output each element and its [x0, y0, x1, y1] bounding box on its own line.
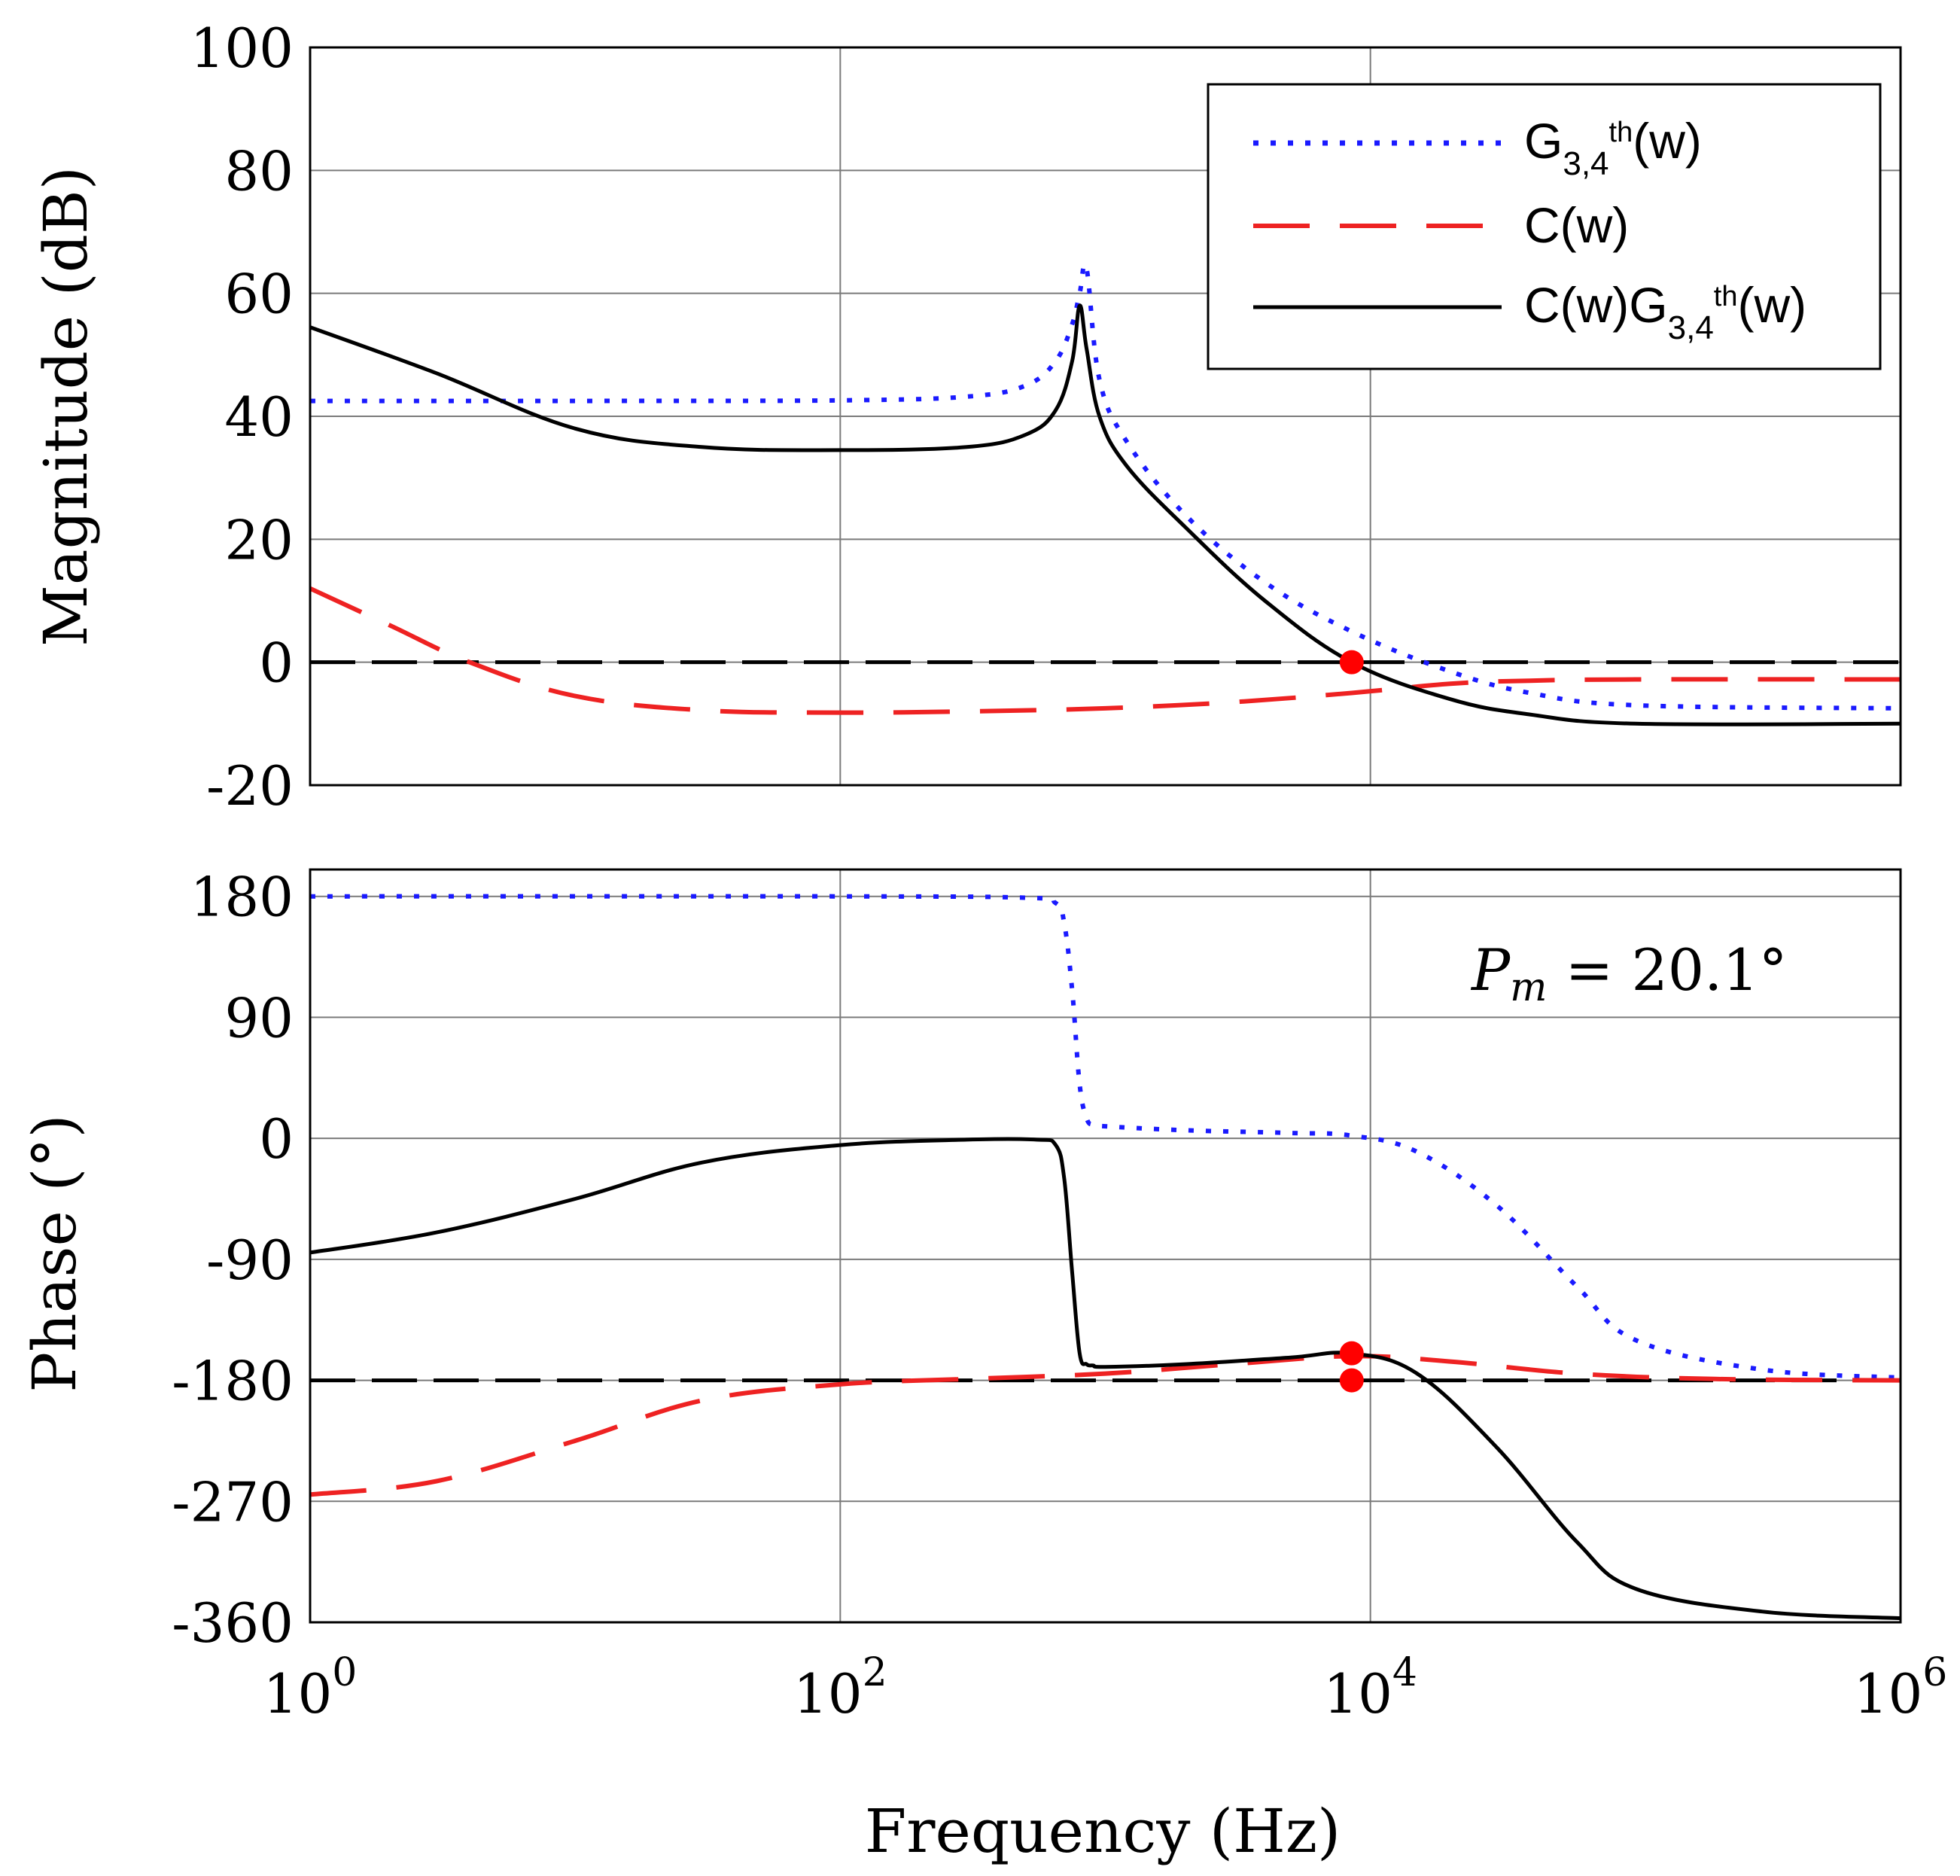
xtick-label-exp-0: 0 [332, 1650, 357, 1695]
xtick-label-1: 102 [793, 1650, 887, 1725]
legend-label-g34: G3,4th(w) [1524, 113, 1702, 182]
xtick-label-0: 100 [263, 1650, 358, 1725]
legend-label-g34-base: G [1524, 113, 1563, 169]
mag-series-c [309, 586, 1901, 715]
legend-label-g34-sup: th [1609, 117, 1633, 148]
xtick-label-exp-2: 4 [1392, 1650, 1417, 1695]
ph-marker-1 [1339, 1368, 1364, 1393]
xtick-label-base-0: 10 [263, 1662, 333, 1725]
mag-ytick-label-6: -20 [206, 754, 294, 818]
mag-ytick-label-2: 60 [224, 263, 294, 326]
mag-marker-0 [1339, 650, 1364, 675]
legend-label-cg-sub: 3,4 [1668, 309, 1714, 346]
mag-ytick-label-4: 20 [224, 508, 294, 571]
ph-ytick-label-1: 90 [224, 986, 294, 1049]
legend-label-cg-suffix: (w) [1738, 277, 1807, 333]
ph-ytick-label-0: 180 [190, 866, 294, 929]
mag-ytick-label-3: 40 [224, 385, 294, 449]
legend-label-c: C(w) [1524, 197, 1629, 253]
legend-label-cg-prefix: C(w)G [1524, 277, 1668, 333]
phase-margin-value: = 20.1° [1547, 936, 1787, 1003]
phase-y-ticks: 180 90 0 -90 -180 -270 -360 [172, 866, 294, 1655]
ph-series-cg [309, 1137, 1901, 1621]
xtick-label-base-1: 10 [793, 1662, 863, 1725]
phase-axes-frame [309, 868, 1902, 1624]
phase-margin-annotation: Pm = 20.1° [1470, 936, 1788, 1010]
magnitude-series [309, 262, 1901, 726]
ph-ytick-label-6: -360 [172, 1591, 294, 1655]
phase-series [309, 894, 1901, 1621]
phase-margin-symbol: P [1470, 936, 1511, 1003]
xtick-label-exp-3: 6 [1922, 1650, 1947, 1695]
x-axis-label: Frequency (Hz) [865, 1796, 1341, 1866]
mag-ytick-label-5: 0 [259, 632, 294, 695]
ph-marker-0 [1339, 1341, 1364, 1366]
legend-label-g34-sub: 3,4 [1563, 145, 1608, 182]
ph-ytick-label-3: -90 [206, 1229, 294, 1292]
mag-ytick-label-1: 80 [224, 139, 294, 203]
magnitude-axes-frame [309, 46, 1902, 787]
magnitude-y-ticks: 100 80 60 40 20 0 -20 [190, 17, 294, 818]
xtick-label-2: 104 [1323, 1650, 1417, 1725]
legend-label-cg-sup: th [1714, 281, 1738, 312]
phase-markers [1339, 1341, 1364, 1393]
legend-label-g34-suffix: (w) [1633, 113, 1702, 169]
phase-y-axis-label: Phase (°) [20, 1114, 90, 1392]
legend-box [1207, 83, 1882, 370]
legend-label-cg: C(w)G3,4th(w) [1524, 277, 1806, 346]
xtick-label-base-3: 10 [1854, 1662, 1923, 1725]
xtick-label-base-2: 10 [1323, 1662, 1392, 1725]
ph-series-g34 [309, 894, 1901, 1380]
phase-margin-subscript: m [1510, 965, 1547, 1010]
ph-ytick-label-5: -270 [172, 1470, 294, 1533]
phase-x-ticks: 100 102 104 106 [263, 1650, 1948, 1725]
xtick-label-3: 106 [1854, 1650, 1948, 1725]
mag-series-cg [309, 303, 1901, 726]
ph-ytick-label-4: -180 [172, 1350, 294, 1413]
magnitude-y-axis-label: Magnitude (dB) [31, 166, 101, 647]
ph-ytick-label-2: 0 [259, 1107, 294, 1171]
mag-ytick-label-0: 100 [190, 17, 294, 80]
xtick-label-exp-1: 2 [863, 1650, 887, 1695]
legend: G3,4th(w) C(w) C(w)G3,4th(w) [1207, 83, 1882, 370]
ph-series-c [309, 1354, 1901, 1497]
magnitude-markers [1339, 650, 1364, 675]
